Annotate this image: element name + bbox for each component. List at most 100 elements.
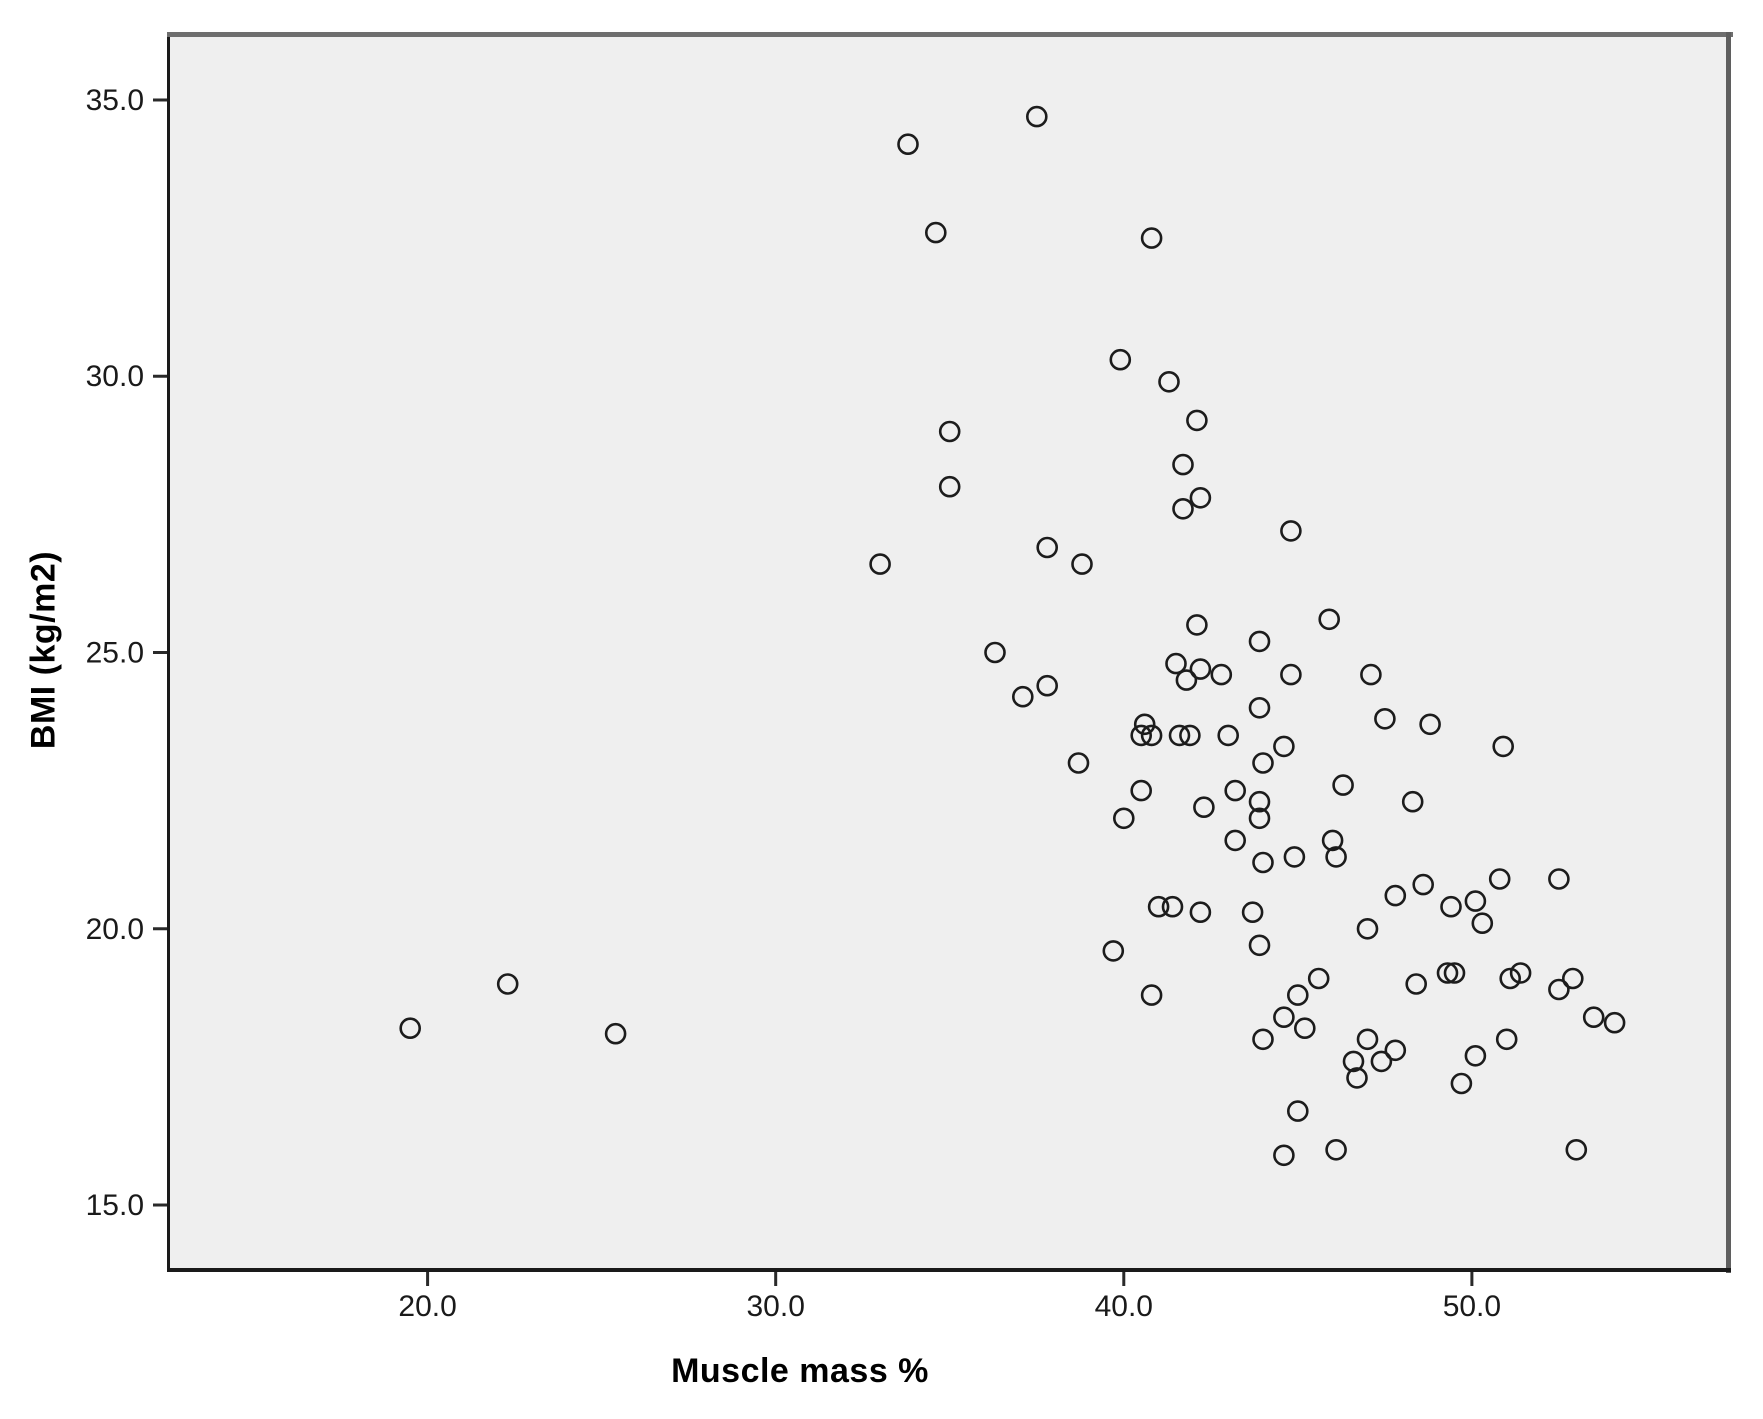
data-point xyxy=(604,1022,627,1045)
data-point xyxy=(1440,895,1462,918)
data-point xyxy=(1450,1072,1473,1095)
data-point xyxy=(1158,370,1180,393)
data-point xyxy=(1140,984,1163,1006)
data-point xyxy=(1224,779,1246,802)
data-point xyxy=(1241,901,1264,924)
data-point xyxy=(1161,895,1184,918)
data-point xyxy=(1193,796,1215,819)
data-point xyxy=(1172,453,1194,476)
data-point xyxy=(897,133,919,155)
y-tick-label: 15.0 xyxy=(86,1189,144,1222)
x-tick-label: 20.0 xyxy=(398,1290,456,1323)
data-point xyxy=(1147,895,1170,918)
data-point xyxy=(1370,1050,1393,1073)
y-axis-line xyxy=(167,37,170,1268)
x-axis-line xyxy=(167,1268,1731,1272)
data-point xyxy=(984,641,1006,664)
data-point xyxy=(1419,713,1441,736)
data-point xyxy=(1325,846,1347,868)
data-point xyxy=(1287,984,1309,1006)
data-point xyxy=(1189,658,1212,680)
data-point xyxy=(1412,873,1434,896)
data-point xyxy=(1140,724,1163,747)
data-point xyxy=(1548,978,1570,1001)
data-point xyxy=(1186,614,1208,636)
data-point xyxy=(1492,735,1514,758)
data-point xyxy=(1495,1028,1518,1051)
data-point xyxy=(1318,608,1340,631)
data-point xyxy=(1603,1011,1626,1034)
data-point xyxy=(1565,1139,1588,1161)
y-axis-title: BMI (kg/m2) xyxy=(24,550,63,750)
y-tick-label: 25.0 xyxy=(86,637,144,670)
data-point xyxy=(1384,1039,1407,1062)
data-point xyxy=(938,420,961,443)
data-point xyxy=(1189,486,1212,509)
data-point xyxy=(1186,409,1208,432)
plot-area xyxy=(170,37,1726,1268)
data-point xyxy=(1443,962,1466,984)
data-point xyxy=(1113,807,1135,830)
data-point xyxy=(1130,724,1152,747)
data-point xyxy=(1499,967,1521,990)
data-point xyxy=(1401,790,1424,813)
x-tick-mark xyxy=(1470,1272,1474,1286)
data-point xyxy=(1384,884,1407,907)
x-tick-mark xyxy=(426,1272,430,1286)
y-tick-label: 20.0 xyxy=(86,913,144,946)
data-point xyxy=(1509,962,1532,984)
data-point xyxy=(1210,663,1233,686)
data-point xyxy=(1252,1028,1274,1051)
data-point xyxy=(1071,553,1093,575)
data-point xyxy=(1280,663,1302,686)
y-tick-label: 30.0 xyxy=(86,360,144,393)
data-point xyxy=(1224,829,1246,852)
data-point xyxy=(1133,713,1156,736)
data-point xyxy=(1248,696,1271,719)
data-point xyxy=(1356,1028,1379,1051)
data-point xyxy=(1464,1045,1487,1067)
data-point xyxy=(924,221,947,244)
data-point xyxy=(938,475,961,498)
data-point xyxy=(1307,967,1330,990)
data-point xyxy=(1175,669,1198,691)
data-point xyxy=(1130,779,1152,802)
x-tick-mark xyxy=(1122,1272,1126,1286)
data-point xyxy=(1109,348,1132,371)
data-point xyxy=(1217,724,1239,747)
data-point xyxy=(399,1017,422,1039)
x-tick-label: 30.0 xyxy=(746,1290,804,1323)
y-tick-mark xyxy=(153,98,167,102)
x-tick-mark xyxy=(774,1272,778,1286)
data-point xyxy=(869,553,891,575)
plot-frame-right xyxy=(1726,32,1731,1273)
x-tick-label: 40.0 xyxy=(1095,1290,1153,1323)
data-point xyxy=(1036,536,1058,559)
data-point xyxy=(1356,917,1379,940)
data-point xyxy=(1346,1067,1368,1089)
data-point xyxy=(1179,724,1201,747)
data-point xyxy=(1325,1139,1347,1161)
plot-frame-top xyxy=(167,32,1733,37)
data-point xyxy=(1026,105,1048,128)
data-point xyxy=(1273,735,1295,758)
data-point xyxy=(1405,973,1427,995)
data-point xyxy=(1436,962,1459,984)
data-point xyxy=(1321,829,1344,852)
data-point xyxy=(1011,685,1034,708)
data-point xyxy=(1248,790,1271,813)
data-point xyxy=(1168,724,1191,747)
data-point xyxy=(1102,940,1125,962)
y-tick-label: 35.0 xyxy=(86,84,144,117)
data-point xyxy=(1252,752,1274,774)
data-point xyxy=(1140,227,1163,249)
data-point xyxy=(1342,1050,1365,1073)
data-point xyxy=(496,973,519,995)
data-point xyxy=(1332,774,1354,796)
data-point xyxy=(1036,674,1058,697)
data-point xyxy=(1273,1006,1295,1029)
y-tick-mark xyxy=(153,651,167,654)
data-point xyxy=(1360,663,1382,686)
